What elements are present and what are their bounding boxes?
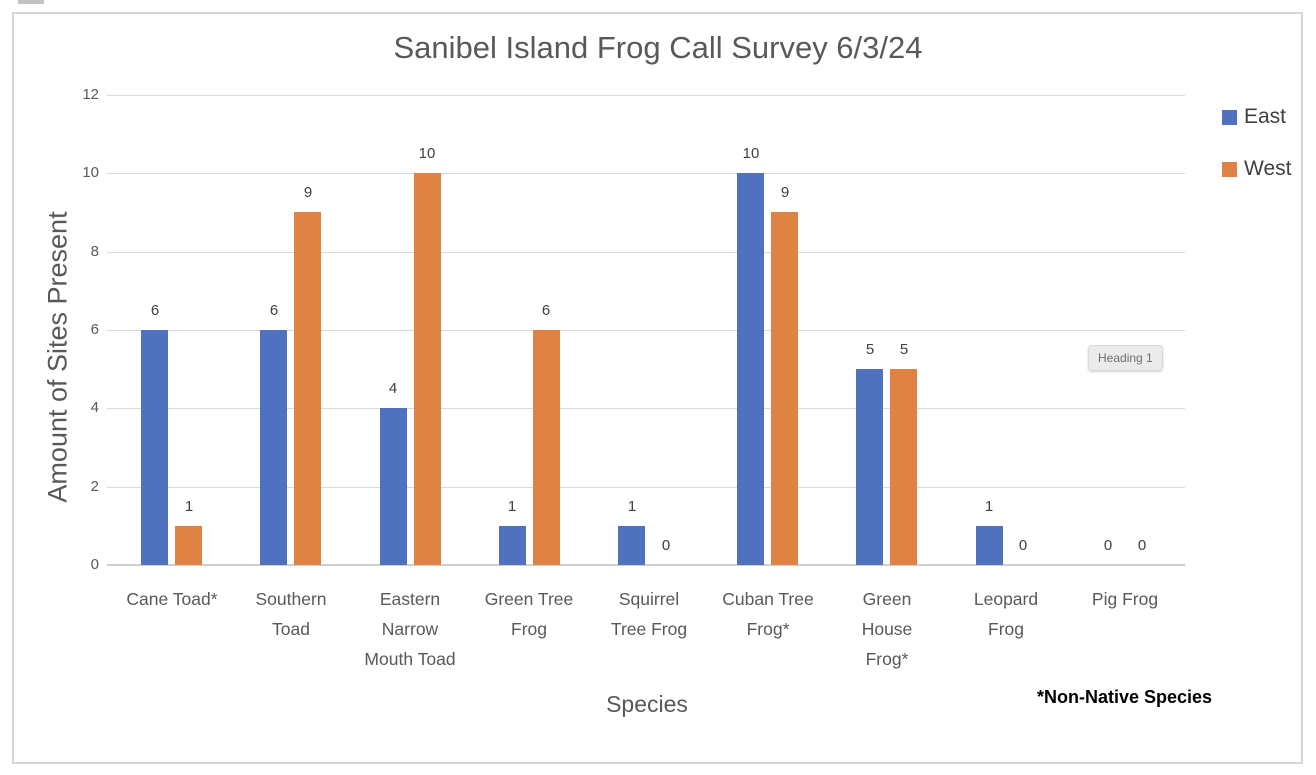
east-series-swatch-icon <box>1222 110 1237 125</box>
legend-label-west: West <box>1244 157 1292 180</box>
document-page <box>12 12 1303 764</box>
non-native-footnote: *Non-Native Species <box>1036 687 1213 707</box>
page-edge-fragment <box>18 0 44 4</box>
style-tooltip: Heading 1 <box>1088 345 1163 371</box>
west-series-swatch-icon <box>1222 162 1237 177</box>
legend-label-east: East <box>1244 105 1287 128</box>
